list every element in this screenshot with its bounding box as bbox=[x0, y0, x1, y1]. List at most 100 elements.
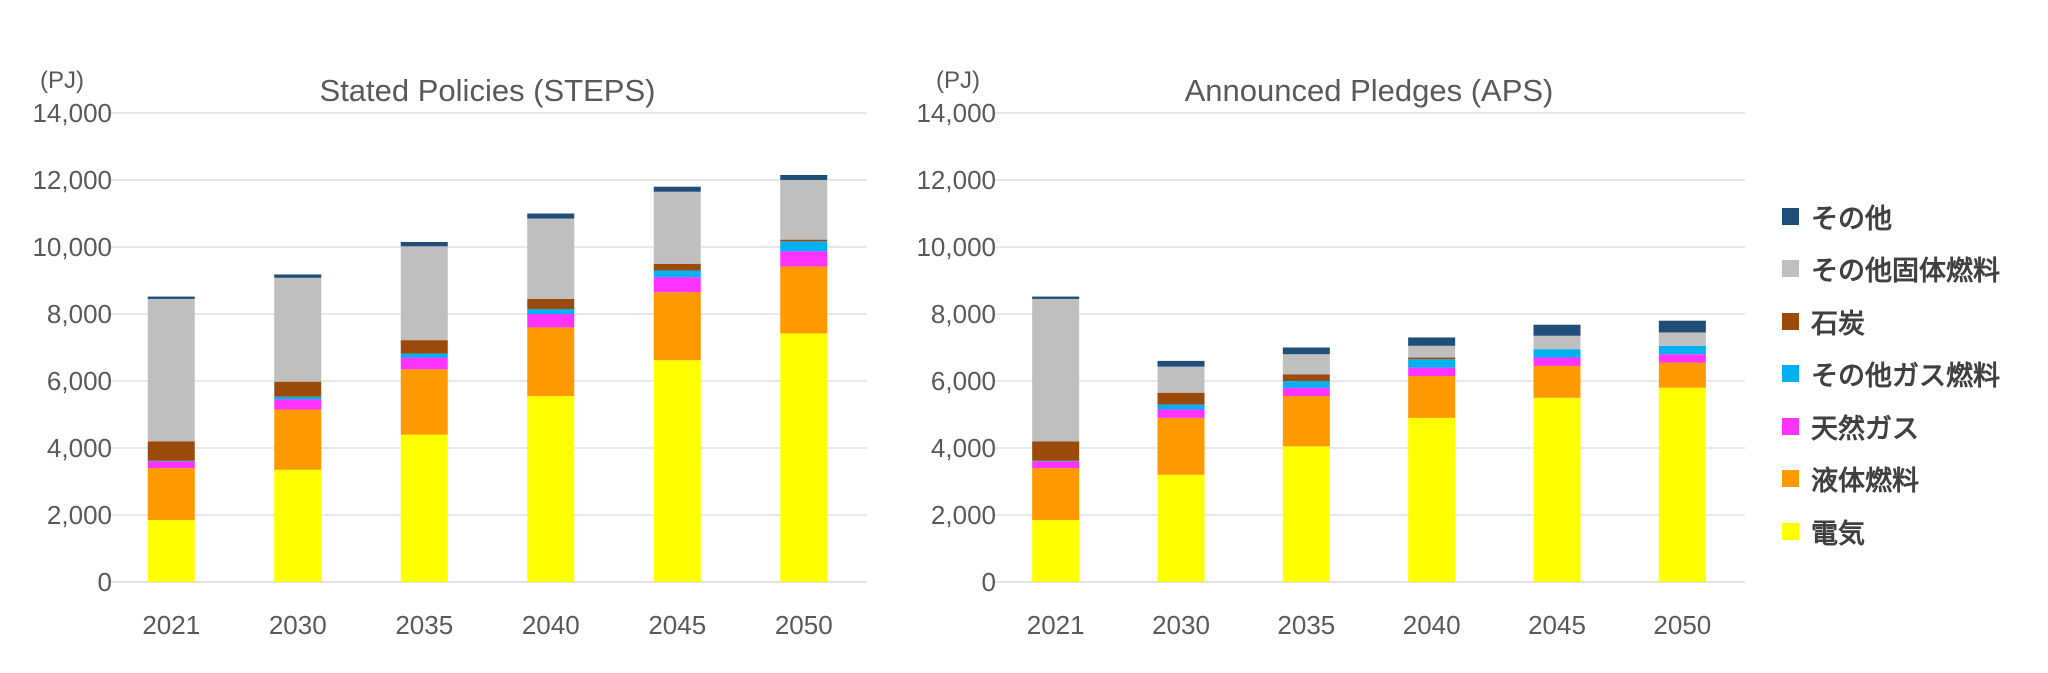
bar-segment bbox=[1408, 417, 1456, 582]
bar-segment bbox=[1408, 357, 1456, 360]
y-tick-label: 14,000 bbox=[32, 98, 112, 128]
legend-swatch bbox=[1782, 470, 1799, 488]
x-tick-label: 2030 bbox=[1152, 610, 1210, 640]
legend-item: その他固体燃料 bbox=[1782, 243, 2000, 296]
x-tick-label: 2030 bbox=[269, 610, 327, 640]
bar-segment bbox=[1533, 324, 1581, 336]
bar-segment bbox=[1282, 374, 1330, 381]
unit-label: (PJ) bbox=[40, 67, 84, 94]
bar-segment bbox=[1282, 387, 1330, 397]
bar-segment bbox=[274, 277, 322, 382]
legend-item: その他ガス燃料 bbox=[1782, 348, 2000, 401]
bar-segment bbox=[400, 357, 448, 370]
bar-segment bbox=[274, 469, 322, 582]
bar-segment bbox=[527, 327, 575, 397]
y-tick-label: 10,000 bbox=[916, 232, 996, 262]
y-tick-label: 12,000 bbox=[32, 165, 112, 195]
bar-segment bbox=[1533, 397, 1581, 582]
y-tick-label: 0 bbox=[98, 567, 112, 597]
bar-segment bbox=[1282, 396, 1330, 447]
bar-segment bbox=[527, 218, 575, 299]
bar-segment bbox=[1533, 335, 1581, 350]
bar-segment bbox=[1658, 332, 1706, 346]
bar-segment bbox=[1157, 404, 1205, 410]
legend-swatch bbox=[1782, 207, 1799, 225]
legend-swatch bbox=[1782, 522, 1799, 540]
legend-swatch bbox=[1782, 365, 1799, 383]
bar-segment bbox=[274, 381, 322, 397]
legend: その他 その他固体燃料 石炭 その他ガス燃料 天然ガス 液体燃料 電気 bbox=[1782, 190, 2000, 558]
legend-swatch bbox=[1782, 312, 1799, 330]
x-tick-label: 2021 bbox=[1027, 610, 1085, 640]
bar-segment bbox=[147, 298, 195, 442]
bar-segment bbox=[147, 296, 195, 299]
bar-segment bbox=[400, 353, 448, 358]
bar-segment bbox=[1282, 354, 1330, 375]
x-tick-label: 2035 bbox=[395, 610, 453, 640]
bar-segment bbox=[653, 277, 701, 293]
x-tick-label: 2050 bbox=[1653, 610, 1711, 640]
bar-segment bbox=[1408, 367, 1456, 376]
x-tick-label: 2040 bbox=[522, 610, 580, 640]
bar-segment bbox=[147, 468, 195, 521]
legend-item: 天然ガス bbox=[1782, 400, 2000, 453]
bar-segment bbox=[1282, 381, 1330, 388]
bar-segment bbox=[653, 292, 701, 361]
bar-segment bbox=[780, 333, 828, 582]
bar-segment bbox=[1032, 461, 1080, 469]
bar-segment bbox=[1157, 409, 1205, 418]
bar-segment bbox=[653, 360, 701, 582]
y-tick-label: 6,000 bbox=[931, 366, 996, 396]
bar-segment bbox=[274, 396, 322, 400]
y-tick-label: 14,000 bbox=[916, 98, 996, 128]
bar-segment bbox=[1157, 474, 1205, 582]
y-tick-label: 8,000 bbox=[931, 299, 996, 329]
bar-segment bbox=[1282, 347, 1330, 355]
y-tick-label: 0 bbox=[982, 567, 996, 597]
bar-segment bbox=[1032, 296, 1080, 299]
bar-segment bbox=[653, 186, 701, 192]
y-tick-label: 4,000 bbox=[47, 433, 112, 463]
bar-segment bbox=[1658, 362, 1706, 388]
bar-segment bbox=[400, 241, 448, 247]
bar-segment bbox=[1157, 392, 1205, 405]
y-tick-label: 10,000 bbox=[32, 232, 112, 262]
chart-title: Announced Pledges (APS) bbox=[1185, 73, 1554, 108]
legend-label: 石炭 bbox=[1811, 308, 1865, 340]
x-tick-label: 2040 bbox=[1403, 610, 1461, 640]
legend-item: その他 bbox=[1782, 190, 2000, 243]
bar-segment bbox=[274, 409, 322, 470]
x-tick-label: 2035 bbox=[1277, 610, 1335, 640]
legend-label: 電気 bbox=[1811, 518, 1865, 550]
legend-swatch bbox=[1782, 417, 1799, 435]
bar-segment bbox=[1658, 354, 1706, 363]
bar-segment bbox=[1658, 320, 1706, 333]
legend-label: その他 bbox=[1811, 203, 1892, 235]
bar-segment bbox=[1032, 460, 1080, 462]
bar-segment bbox=[653, 270, 701, 278]
bar-segment bbox=[1032, 520, 1080, 582]
bar-segment bbox=[1658, 387, 1706, 582]
y-tick-label: 2,000 bbox=[931, 500, 996, 530]
bar-segment bbox=[1157, 360, 1205, 367]
bar-segment bbox=[400, 246, 448, 341]
legend-item: 石炭 bbox=[1782, 295, 2000, 348]
bar-segment bbox=[274, 274, 322, 278]
bar-segment bbox=[780, 174, 828, 180]
y-tick-label: 6,000 bbox=[47, 366, 112, 396]
x-tick-label: 2045 bbox=[648, 610, 706, 640]
bar-segment bbox=[147, 461, 195, 469]
bar-segment bbox=[1408, 337, 1456, 346]
bar-segment bbox=[1157, 366, 1205, 393]
bar-segment bbox=[1032, 298, 1080, 442]
bar-segment bbox=[147, 460, 195, 462]
legend-item: 電気 bbox=[1782, 505, 2000, 558]
bar-segment bbox=[1533, 357, 1581, 366]
legend-label: 液体燃料 bbox=[1811, 466, 1919, 498]
bar-segment bbox=[527, 298, 575, 309]
bar-segment bbox=[780, 251, 828, 267]
x-tick-label: 2045 bbox=[1528, 610, 1586, 640]
bar-segment bbox=[653, 263, 701, 271]
